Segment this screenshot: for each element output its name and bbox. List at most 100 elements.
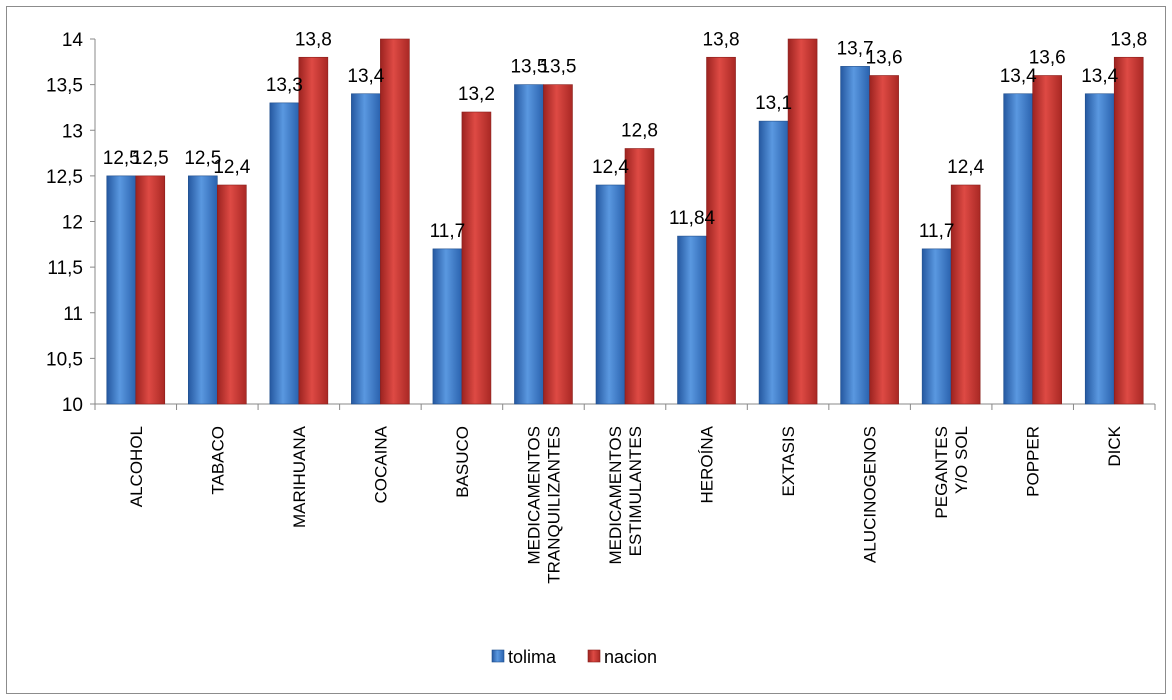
data-label-tolima: 13,4 bbox=[347, 66, 384, 87]
bar-nacion bbox=[543, 84, 573, 405]
y-tick-label: 11,5 bbox=[47, 258, 83, 279]
category-label: POPPER bbox=[1024, 426, 1043, 497]
category-label-line: TRANQUILIZANTES bbox=[544, 426, 563, 584]
category-label-line: TABACO bbox=[208, 426, 227, 495]
category-label-line: EXTASIS bbox=[779, 426, 798, 497]
bar-tolima bbox=[840, 66, 870, 405]
data-label-tolima: 12,5 bbox=[103, 148, 140, 169]
bar-tolima bbox=[595, 184, 626, 405]
bar-nacion bbox=[950, 184, 981, 405]
category-label-line: BASUCO bbox=[453, 426, 472, 498]
category-label-line: COCAINA bbox=[371, 425, 390, 503]
bar-tolima bbox=[432, 248, 463, 405]
category-label: TABACO bbox=[208, 426, 227, 495]
category-label: MARIHUANA bbox=[290, 425, 309, 528]
bar-nacion bbox=[1032, 75, 1062, 405]
bar-tolima bbox=[1003, 93, 1033, 405]
category-label: HEROÍNA bbox=[698, 425, 717, 503]
data-label-tolima: 12,4 bbox=[592, 157, 629, 178]
bar-tolima bbox=[677, 235, 707, 405]
category-label-line: DICK bbox=[1105, 425, 1124, 466]
y-axis: 10 10,5 11 11,5 12 12,5 13 13,5 14 bbox=[46, 30, 96, 416]
data-label-tolima: 11,7 bbox=[430, 221, 466, 242]
bar-nacion bbox=[380, 38, 410, 405]
data-label-nacion: 12,5 bbox=[132, 148, 169, 169]
legend-swatch-tolima bbox=[491, 649, 505, 663]
y-tick-label: 14 bbox=[62, 30, 84, 51]
bar-nacion bbox=[706, 56, 736, 405]
bar-tolima bbox=[758, 120, 789, 405]
legend-swatch-nacion bbox=[587, 649, 601, 663]
y-tick-label: 11 bbox=[63, 304, 83, 325]
y-tick-label: 13,5 bbox=[46, 76, 83, 97]
category-label: PEGANTESY/O SOL bbox=[932, 426, 971, 519]
category-label: MEDICAMENTOSTRANQUILIZANTES bbox=[524, 426, 563, 584]
data-label-nacion: 13,5 bbox=[539, 57, 576, 78]
category-label: DICK bbox=[1105, 425, 1124, 466]
legend-label-tolima: tolima bbox=[508, 647, 557, 667]
bar-nacion bbox=[217, 184, 247, 405]
data-label-tolima: 13,7 bbox=[837, 38, 874, 59]
data-label-tolima: 13,4 bbox=[1000, 66, 1037, 87]
category-label-line: ALUCINOGENOS bbox=[861, 426, 880, 563]
data-label-tolima: 13,3 bbox=[266, 75, 303, 96]
category-label-line: MEDICAMENTOS bbox=[524, 426, 543, 565]
category-label-line: HEROÍNA bbox=[698, 425, 717, 503]
bar-nacion bbox=[1113, 56, 1144, 405]
y-tick-label: 12,5 bbox=[46, 167, 83, 188]
bar-nacion bbox=[461, 111, 492, 405]
x-axis bbox=[94, 403, 1156, 410]
bar-nacion bbox=[298, 56, 329, 405]
y-tick-label: 10 bbox=[62, 395, 83, 416]
data-label-nacion: 13,8 bbox=[703, 29, 740, 50]
data-label-tolima: 11,84 bbox=[669, 208, 716, 229]
category-labels: ALCOHOL TABACO MARIHUANA COCAINA BASUCO MEDIC… bbox=[127, 425, 1124, 583]
data-label-nacion: 13,8 bbox=[295, 29, 332, 50]
category-label-line: PEGANTES bbox=[932, 426, 951, 519]
category-label-line: ALCOHOL bbox=[127, 426, 146, 507]
y-tick-label: 10,5 bbox=[46, 349, 83, 370]
bars bbox=[106, 38, 1144, 405]
bar-tolima bbox=[188, 175, 218, 405]
bar-nacion bbox=[624, 148, 655, 405]
category-label-line: MEDICAMENTOS bbox=[606, 426, 625, 565]
bar-tolima bbox=[351, 93, 381, 405]
bar-tolima bbox=[514, 84, 544, 405]
category-label: MEDICAMENTOSESTIMULANTES bbox=[606, 426, 645, 565]
legend-label-nacion: nacion bbox=[604, 647, 657, 667]
bar-tolima bbox=[269, 102, 300, 405]
data-label-nacion: 12,4 bbox=[213, 157, 250, 178]
data-label-nacion: 13,2 bbox=[458, 84, 495, 105]
legend: tolima nacion bbox=[491, 647, 657, 667]
data-label-tolima: 11,7 bbox=[919, 221, 955, 242]
category-label-line: ESTIMULANTES bbox=[626, 426, 645, 556]
data-label-tolima: 13,1 bbox=[755, 93, 792, 114]
category-label: ALCOHOL bbox=[127, 426, 146, 507]
data-label-nacion: 12,8 bbox=[621, 121, 658, 142]
category-label: ALUCINOGENOS bbox=[861, 426, 880, 563]
bar-tolima bbox=[1084, 93, 1115, 405]
bar-tolima bbox=[106, 175, 137, 405]
category-label: BASUCO bbox=[453, 426, 472, 498]
data-label-nacion: 13,6 bbox=[866, 48, 903, 69]
data-label-nacion: 13,8 bbox=[1110, 29, 1147, 50]
data-label-nacion: 12,4 bbox=[947, 157, 984, 178]
category-label: EXTASIS bbox=[779, 426, 798, 497]
category-label-line: Y/O SOL bbox=[952, 426, 971, 494]
bar-tolima bbox=[921, 248, 952, 405]
bar-nacion bbox=[869, 75, 899, 405]
y-tick-label: 13 bbox=[62, 121, 83, 142]
data-label-tolima: 12,5 bbox=[184, 148, 221, 169]
y-tick-label: 12 bbox=[62, 213, 83, 234]
category-label: COCAINA bbox=[371, 425, 390, 503]
bar-nacion bbox=[135, 175, 166, 405]
data-label-nacion: 13,6 bbox=[1029, 48, 1066, 69]
data-label-tolima: 13,5 bbox=[510, 57, 547, 78]
category-label-line: MARIHUANA bbox=[290, 425, 309, 528]
chart-frame: 10 10,5 11 11,5 12 12,5 13 13,5 14 12,5 12,5 12,5 1… bbox=[6, 6, 1166, 694]
category-label-line: POPPER bbox=[1024, 426, 1043, 497]
bar-nacion bbox=[787, 38, 818, 405]
data-label-tolima: 13,4 bbox=[1081, 66, 1118, 87]
data-labels: 12,512,5 12,512,413,313,813,411,713,213,5… bbox=[103, 29, 1147, 242]
